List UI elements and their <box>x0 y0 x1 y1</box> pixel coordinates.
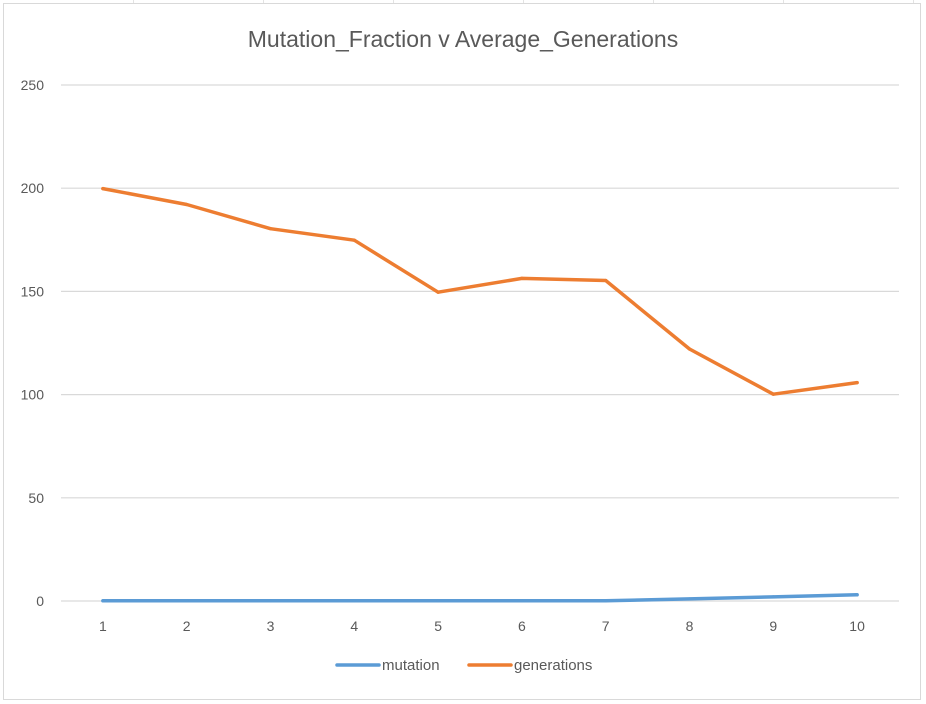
data-point-mutation[interactable] <box>687 597 692 601</box>
data-point-generations[interactable] <box>185 202 189 207</box>
x-axis-tick-labels: 1 2 3 4 5 6 7 8 9 10 <box>99 618 865 634</box>
y-tick-label: 150 <box>21 283 45 299</box>
data-point-mutation[interactable] <box>771 595 775 599</box>
data-point-generations[interactable] <box>436 290 440 294</box>
data-point-generations[interactable] <box>101 187 105 191</box>
data-point-generations[interactable] <box>687 347 692 351</box>
legend[interactable]: mutation generations <box>335 657 592 674</box>
data-point-mutation[interactable] <box>855 593 859 597</box>
sheet-gridline <box>263 0 264 3</box>
x-tick-label: 6 <box>518 618 526 634</box>
data-point-generations[interactable] <box>352 238 356 242</box>
series-line-mutation[interactable] <box>101 593 859 603</box>
data-point-generations[interactable] <box>604 278 608 283</box>
sheet-gridline <box>653 0 654 3</box>
x-tick-label: 2 <box>183 618 191 634</box>
x-tick-label: 4 <box>350 618 358 634</box>
x-tick-label: 1 <box>99 618 107 634</box>
x-tick-label: 8 <box>686 618 694 634</box>
series-line-generations[interactable] <box>101 186 859 396</box>
x-tick-label: 7 <box>602 618 610 634</box>
sheet-gridline <box>393 0 394 3</box>
y-tick-label: 50 <box>28 490 44 506</box>
y-tick-label: 0 <box>36 593 44 609</box>
data-point-mutation[interactable] <box>520 599 524 603</box>
line-chart: Mutation_Fraction v Average_Generations … <box>21 26 899 674</box>
x-tick-label: 5 <box>434 618 442 634</box>
sheet-gridline <box>913 0 914 3</box>
sheet-gridline <box>523 0 524 3</box>
legend-label-generations[interactable]: generations <box>514 657 592 674</box>
x-tick-label: 9 <box>769 618 777 634</box>
sheet-gridline <box>133 0 134 3</box>
data-point-generations[interactable] <box>771 392 775 396</box>
y-tick-label: 250 <box>21 77 45 93</box>
y-tick-label: 100 <box>21 387 45 403</box>
data-point-mutation[interactable] <box>436 599 440 603</box>
legend-label-mutation[interactable]: mutation <box>382 657 440 674</box>
series-lines <box>101 186 859 603</box>
data-point-generations[interactable] <box>520 276 524 280</box>
y-axis-tick-labels: 0 50 100 150 200 250 <box>21 77 45 609</box>
data-point-mutation[interactable] <box>101 599 105 603</box>
x-tick-label: 3 <box>267 618 275 634</box>
data-point-mutation[interactable] <box>185 599 189 603</box>
data-point-generations[interactable] <box>855 381 859 385</box>
gridlines <box>61 84 899 602</box>
sheet-gridline <box>783 0 784 3</box>
x-tick-label: 10 <box>849 618 865 634</box>
chart-area[interactable]: Mutation_Fraction v Average_Generations … <box>3 3 921 700</box>
data-point-mutation[interactable] <box>604 599 608 603</box>
chart-title: Mutation_Fraction v Average_Generations <box>248 26 678 52</box>
y-tick-label: 200 <box>21 180 45 196</box>
data-point-mutation[interactable] <box>352 599 356 603</box>
data-point-mutation[interactable] <box>268 599 273 603</box>
data-point-generations[interactable] <box>268 227 273 231</box>
